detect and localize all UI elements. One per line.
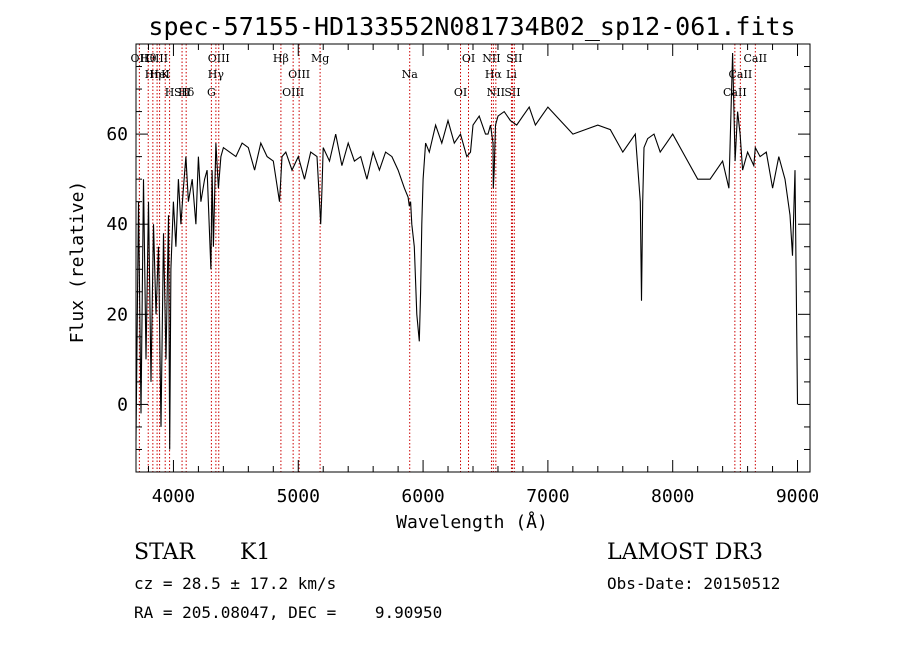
marker-label: Hγ [208, 68, 225, 81]
y-tick-label: 20 [106, 304, 128, 325]
marker-label: OII [131, 52, 149, 65]
marker-label: OI [462, 52, 475, 65]
marker-label: OIII [208, 52, 230, 65]
marker-label: SII [504, 86, 520, 99]
marker-label: CaII [723, 86, 747, 99]
x-tick-label: 7000 [526, 486, 569, 507]
object-subclass: K1 [240, 540, 271, 565]
marker-label: CaII [729, 68, 753, 81]
marker-label: HeI [149, 68, 169, 81]
marker-label: Hη [145, 68, 161, 81]
marker-label: OI [454, 86, 467, 99]
marker-label: Hα [485, 68, 503, 81]
x-tick-label: 8000 [651, 486, 694, 507]
marker-label: Hδ [178, 86, 195, 99]
marker-label: Na [402, 68, 419, 81]
marker-label: SII [174, 86, 190, 99]
object-class: STAR [134, 540, 195, 565]
marker-label: Li [506, 68, 517, 81]
marker-label: Hβ [273, 52, 289, 65]
x-tick-label: 5000 [277, 486, 320, 507]
y-tick-label: 60 [106, 124, 128, 145]
marker-label: CaII [743, 52, 767, 65]
x-tick-label: 4000 [152, 486, 195, 507]
coordinates-text: RA = 205.08047, DEC = 9.90950 [134, 603, 443, 622]
marker-label: K [161, 68, 170, 81]
y-tick-label: 40 [106, 214, 128, 235]
chart-title: spec-57155-HD133552N081734B02_sp12-061.f… [148, 12, 795, 41]
plot-frame [135, 43, 811, 473]
marker-label: NII [487, 86, 505, 99]
observation-date: Obs-Date: 20150512 [607, 574, 781, 593]
axes: 4000 5000 6000 7000 8000 9000 0 20 40 60 [106, 43, 819, 507]
spectrum-line [135, 52, 799, 450]
marker-label: G [207, 86, 216, 99]
survey-name: LAMOST DR3 [607, 540, 763, 565]
marker-label: H [165, 86, 175, 99]
marker-label: Mg [311, 52, 329, 65]
x-tick-label: 6000 [401, 486, 444, 507]
x-tick-label: 9000 [776, 486, 819, 507]
marker-label: SII [506, 52, 522, 65]
marker-label: NII [482, 52, 500, 65]
line-markers: HθKHδOIIHeISIIOIIIHηHOIIIHγGHβOIIIOIIIMg… [131, 44, 767, 472]
x-axis-label: Wavelength (Å) [396, 511, 548, 533]
redshift-text: cz = 28.5 ± 17.2 km/s [134, 574, 337, 593]
marker-label: OIII [288, 68, 310, 81]
y-tick-label: 0 [117, 394, 128, 415]
marker-label: OIII [282, 86, 304, 99]
y-axis-label: Flux (relative) [67, 181, 88, 344]
marker-label: OIII [146, 52, 168, 65]
